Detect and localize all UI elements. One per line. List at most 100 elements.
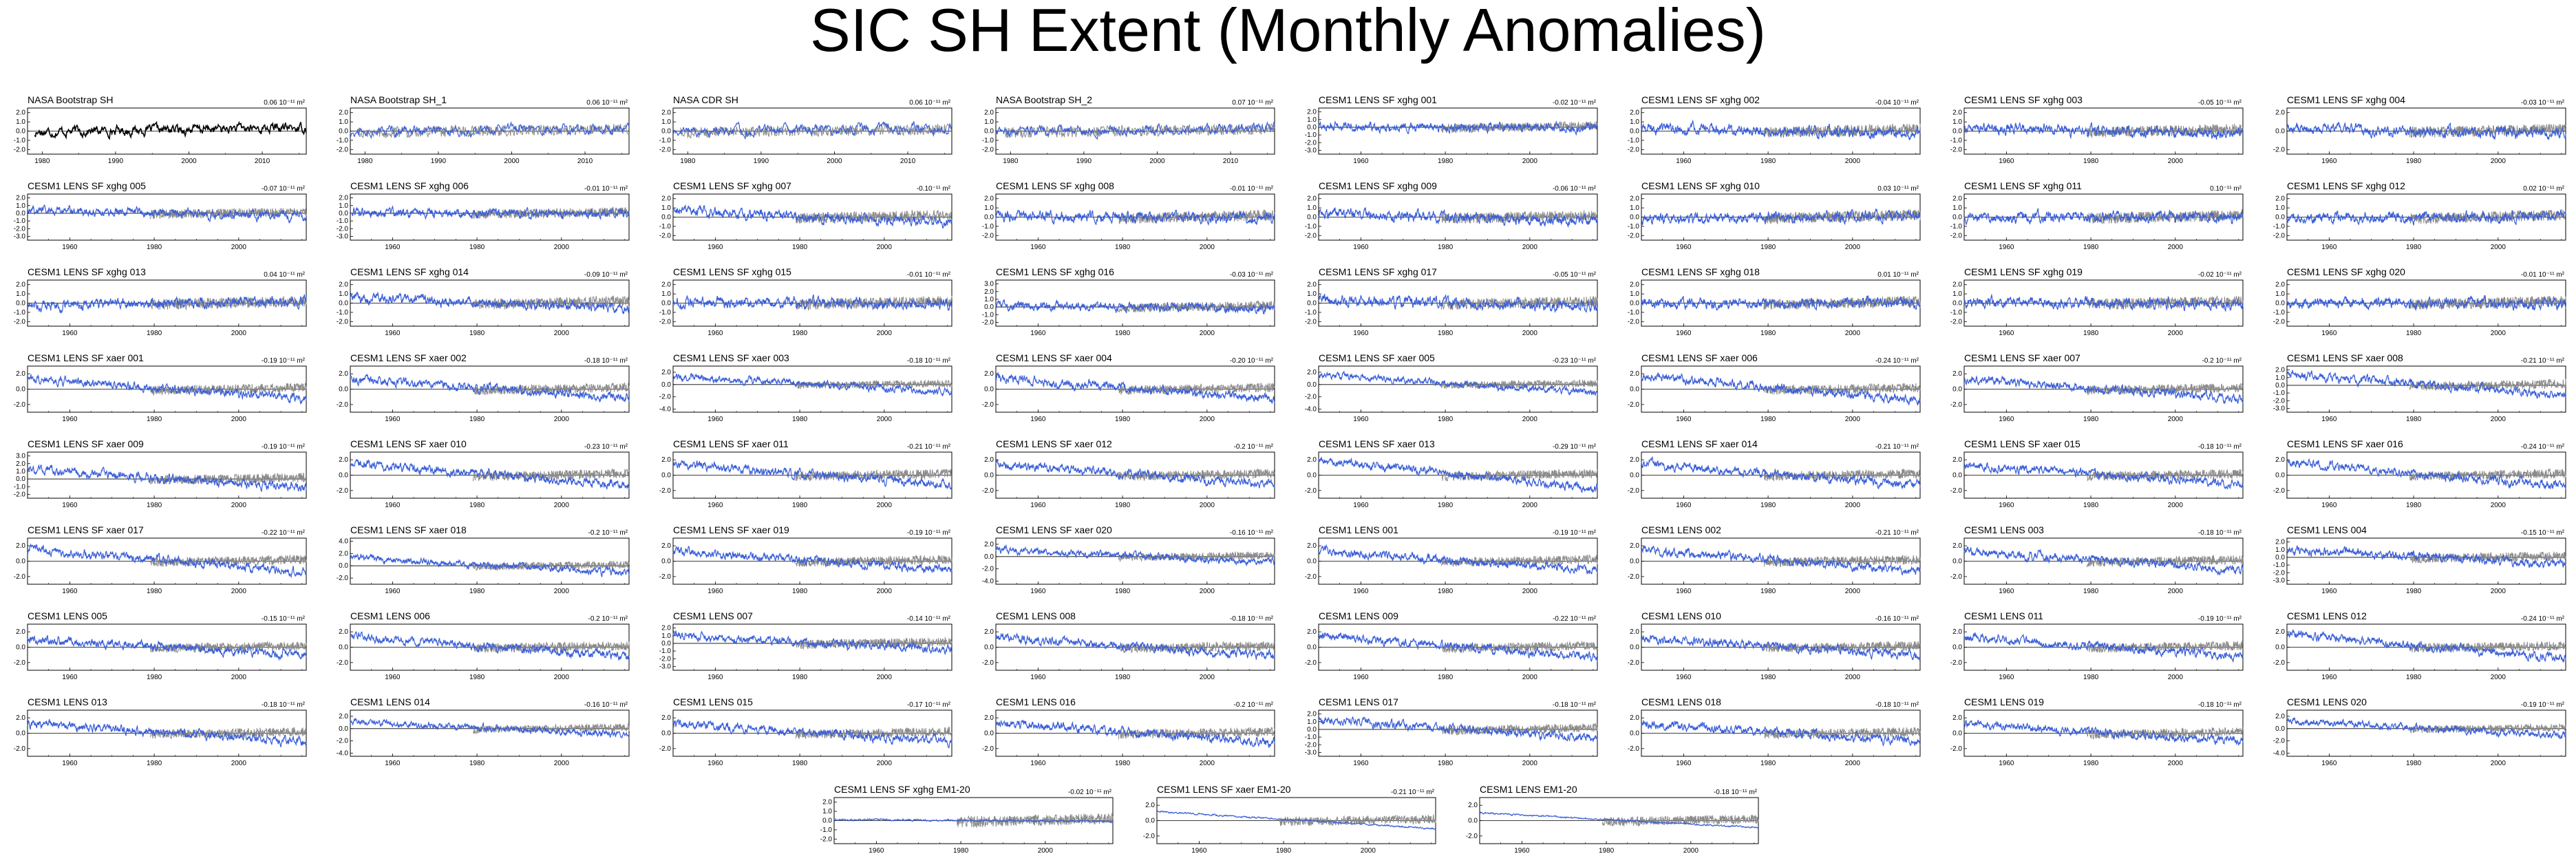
x-tick-label: 1960 [1030,244,1046,251]
x-tick-label: 1980 [2083,158,2099,165]
chart-panel: CESM1 LENS SF xaer 017 -0.22 10⁻¹¹ m² 2.0 0… [14,524,307,597]
y-tick-label: -2.0 [2273,487,2286,495]
x-tick-label: 1980 [2406,588,2422,595]
y-tick-label: 0.0 [2275,128,2285,136]
panel-trend: -0.18 10⁻¹¹ m² [1230,615,1274,623]
x-tick-label: 1980 [469,502,485,509]
panel-title: CESM1 LENS 008 [996,610,1076,621]
x-tick-label: 2000 [1200,502,1215,509]
x-tick-label: 2000 [2491,330,2506,337]
panel-trend: -0.02 10⁻¹¹ m² [2198,271,2242,279]
x-tick-label: 2000 [877,244,893,251]
chart-svg: CESM1 LENS 009 -0.22 10⁻¹¹ m² 2.0 0.0 -2.0 19… [1305,610,1598,681]
x-tick-label: 2000 [2168,416,2184,423]
x-tick-label: 1960 [1030,760,1046,767]
y-tick-label: -2.0 [1950,232,1963,239]
y-tick-label: -1.0 [2273,309,2286,317]
observed-overlay-line [2086,469,2244,482]
chart-panel: CESM1 LENS SF xaer 015 -0.18 10⁻¹¹ m² 2.0 0… [1950,438,2244,511]
chart-svg: CESM1 LENS SF xghg 001 -0.02 10⁻¹¹ m²2.01… [1305,94,1598,165]
x-tick-label: 1980 [469,674,485,681]
chart-svg: CESM1 LENS 018 -0.18 10⁻¹¹ m² 2.0 0.0 -2.0 19… [1628,696,1921,767]
panel-title: CESM1 LENS SF xghg 016 [996,266,1114,277]
model-series-line [350,120,630,140]
panel-trend: -0.16 10⁻¹¹ m² [1875,615,1919,623]
y-tick-label: 0.0 [984,644,994,652]
x-tick-label: 1960 [2321,330,2337,337]
x-tick-label: 2000 [1845,244,1861,251]
y-tick-label: -2.0 [659,318,672,325]
y-tick-label: -2.0 [337,225,349,233]
model-series-line [995,544,1275,567]
y-tick-label: -1.0 [2273,562,2286,569]
y-tick-label: 0.0 [339,300,348,308]
y-tick-label: 0.0 [1307,381,1317,389]
model-series-line [1318,293,1598,313]
y-tick-label: 0.0 [339,644,348,652]
y-tick-label: 2.0 [339,109,348,117]
model-series-line [1641,720,1921,747]
x-tick-label: 1980 [1760,588,1776,595]
y-tick-label: 0.0 [2275,554,2285,562]
y-tick-label: 0.0 [984,303,994,311]
panel-title: CESM1 LENS SF xghg EM1-20 [834,784,970,795]
panel-trend: -0.18 10⁻¹¹ m² [2198,529,2242,537]
chart-panel: CESM1 LENS 002 -0.21 10⁻¹¹ m² 2.0 0.0 -2.0 19… [1628,524,1921,597]
chart-svg: CESM1 LENS SF xghg 012 0.02 10⁻¹¹ m² 2.01.… [2273,180,2566,251]
y-tick-label: 2.0 [1630,456,1639,464]
observed-overlay-line [1602,815,1759,827]
plot-frame [350,193,630,241]
x-tick-label: 1980 [792,674,808,681]
model-series-line [350,205,630,220]
chart-svg: CESM1 LENS SF xghg 002 -0.04 10⁻¹¹ m²2.01… [1628,94,1921,165]
y-tick-label: 0.0 [661,558,671,566]
y-tick-label: 2.0 [1630,628,1639,636]
observed-overlay-line [680,123,952,139]
x-tick-label: 1980 [1438,760,1454,767]
model-series-line [27,634,307,661]
y-tick-label: 0.0 [984,553,994,561]
model-series-line [1318,544,1598,575]
x-tick-label: 1980 [2406,760,2422,767]
x-tick-label: 2000 [231,244,247,251]
panel-trend: 0.01 10⁻¹¹ m² [1877,271,1919,279]
x-tick-label: 2010 [900,158,916,165]
y-tick-label: 0.0 [1952,644,1962,652]
x-tick-label: 1960 [2321,588,2337,595]
y-tick-label: 2.0 [2275,713,2285,720]
y-tick-label: -1.0 [2273,389,2286,397]
x-tick-label: 1980 [2083,760,2099,767]
x-tick-label: 1960 [2321,502,2337,509]
chart-svg: CESM1 LENS 012 -0.24 10⁻¹¹ m² 2.0 0.0 -2.0 19… [2273,610,2566,681]
y-tick-label: -1.0 [1305,309,1317,317]
y-tick-label: 4.0 [339,537,348,545]
y-tick-label: 1.0 [984,204,994,212]
y-tick-label: -2.0 [1628,487,1640,495]
model-series-line [1641,456,1921,489]
x-tick-label: 1960 [385,760,401,767]
chart-svg: CESM1 LENS 017 -0.18 10⁻¹¹ m² 2.01.00.0-1.… [1305,696,1598,767]
panel-title: CESM1 LENS SF xaer 009 [28,438,144,449]
panel-title: CESM1 LENS SF xghg 013 [28,266,146,277]
model-series-line [1963,462,2244,490]
y-tick-label: 0.0 [2275,382,2285,389]
model-series-line [2286,458,2566,490]
panel-trend: -0.2 10⁻¹¹ m² [1233,701,1273,709]
model-series-line [1318,120,1598,136]
x-tick-label: 1980 [1438,588,1454,595]
y-tick-label: -2.0 [1305,487,1317,495]
x-tick-label: 2000 [1522,760,1538,767]
x-tick-label: 2000 [877,416,893,423]
x-tick-label: 2000 [877,502,893,509]
page-title: SIC SH Extent (Monthly Anomalies) [810,0,1766,64]
y-tick-label: 2.0 [1145,802,1155,809]
y-tick-label: 2.0 [984,370,994,378]
panel-title: CESM1 LENS SF xghg 003 [1964,94,2083,105]
y-tick-label: -2.0 [1305,232,1317,239]
y-tick-label: 2.0 [1952,542,1962,550]
panel-trend: 0.06 10⁻¹¹ m² [264,99,305,107]
panel-title: CESM1 LENS SF xaer 006 [1641,352,1758,363]
y-tick-label: 0.0 [1952,730,1962,738]
chart-svg: CESM1 LENS SF xghg 016 -0.03 10⁻¹¹ m²3.02… [982,266,1275,337]
y-tick-label: -1.0 [659,223,672,231]
